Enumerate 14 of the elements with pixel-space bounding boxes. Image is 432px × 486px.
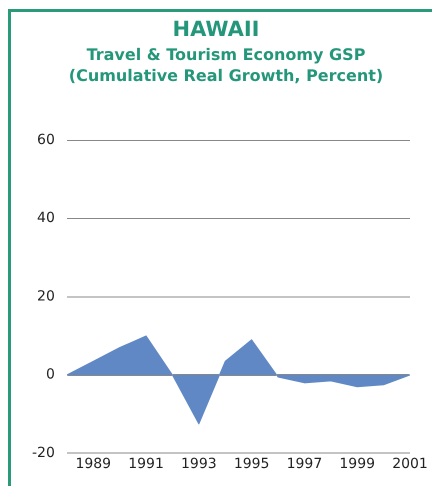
x-tick-label: 1999 <box>339 456 376 472</box>
x-tick-label: 2001 <box>392 456 428 472</box>
y-tick-label: 60 <box>37 132 55 148</box>
x-tick-label: 1995 <box>234 456 270 472</box>
x-tick-label: 1991 <box>128 456 164 472</box>
y-tick-label: 0 <box>46 366 55 383</box>
chart-title: HAWAII <box>172 17 260 41</box>
x-tick-label: 1997 <box>286 456 322 472</box>
y-tick-label: 40 <box>37 210 55 226</box>
x-tick-label: 1993 <box>181 456 217 472</box>
y-tick-label: -20 <box>32 444 55 461</box>
y-tick-label: 20 <box>37 288 55 304</box>
chart-subtitle: Travel & Tourism Economy GSP (Cumulative Real Growth, Percent) <box>68 44 384 86</box>
x-tick-label: 1989 <box>75 456 112 472</box>
